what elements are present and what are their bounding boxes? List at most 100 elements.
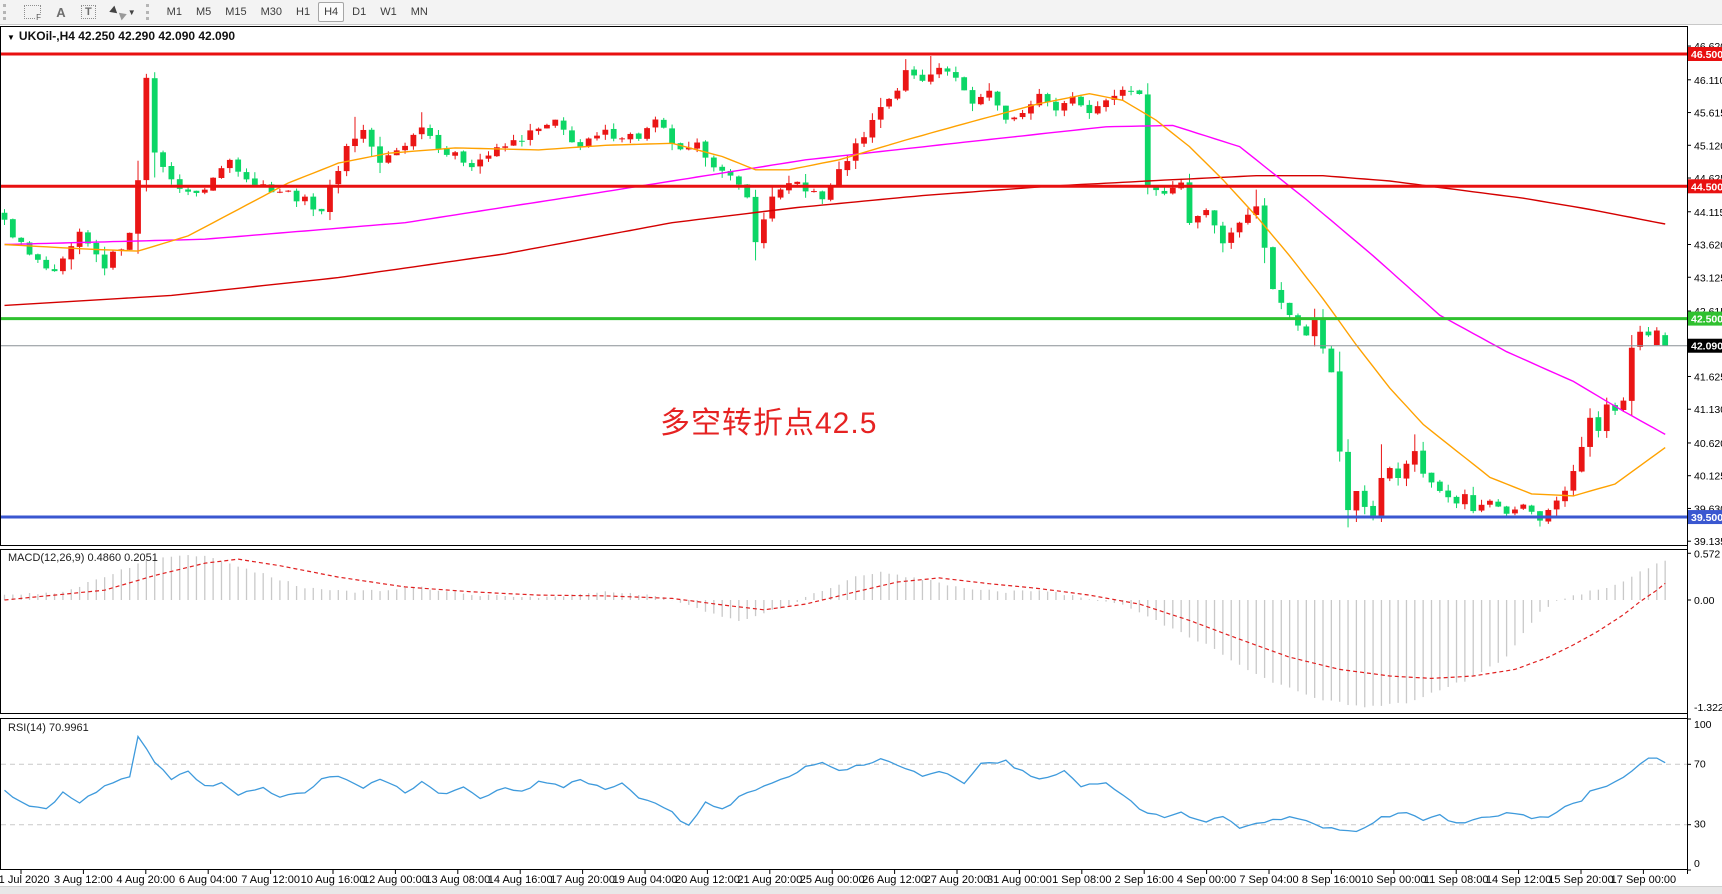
candle-body — [285, 190, 292, 192]
candle-body — [1478, 504, 1485, 511]
candle-body — [702, 141, 709, 158]
chart-title[interactable]: ▼ UKOil-,H4 42.250 42.290 42.090 42.090 — [7, 29, 235, 43]
candle-body — [101, 254, 108, 269]
candle-body — [735, 176, 742, 185]
candle-body — [176, 179, 183, 189]
price-chart[interactable]: 46.62046.11045.61545.12044.62544.11543.6… — [0, 25, 1722, 887]
crosshair-grid-icon[interactable]: F — [18, 2, 47, 22]
timeframe-button-w1[interactable]: W1 — [374, 2, 403, 22]
candle-body — [602, 129, 609, 135]
text-label-tool-icon[interactable]: A — [49, 2, 73, 22]
candle-body — [1136, 90, 1143, 94]
candle-body — [1512, 509, 1518, 514]
candle-body — [1587, 417, 1593, 447]
candle-body — [1386, 468, 1393, 479]
candle-body — [493, 147, 500, 157]
candle-body — [1245, 214, 1251, 223]
candle-body — [1353, 491, 1360, 511]
candle-body — [1453, 496, 1460, 504]
candle-body — [1119, 89, 1126, 96]
candle-body — [1194, 216, 1201, 223]
candle-body — [577, 142, 584, 147]
candle-body — [9, 219, 16, 238]
timeframe-button-m1[interactable]: M1 — [161, 2, 188, 22]
timeframe-button-h1[interactable]: H1 — [290, 2, 316, 22]
candle-body — [335, 170, 342, 185]
price-badge — [1688, 179, 1722, 194]
price-badge — [1688, 510, 1722, 525]
candle-body — [268, 184, 275, 193]
candle-body — [343, 146, 350, 172]
candle-body — [1219, 225, 1226, 244]
candle-body — [1445, 490, 1452, 498]
arrows-tool-icon[interactable]: ▼ — [104, 2, 142, 22]
candle-body — [1011, 117, 1018, 120]
candle-body — [644, 128, 650, 139]
candle-body — [51, 269, 58, 272]
candle-body — [1303, 326, 1310, 336]
candle-body — [752, 196, 759, 243]
candle-body — [1144, 94, 1151, 187]
price-tick-label: 43.125 — [1694, 272, 1722, 284]
price-tick-label: 41.625 — [1694, 371, 1722, 383]
rsi-panel — [0, 718, 1688, 870]
timeframe-button-mn[interactable]: MN — [405, 2, 434, 22]
timeframe-button-d1[interactable]: D1 — [346, 2, 372, 22]
rsi-tick-label: 0 — [1694, 858, 1700, 870]
candle-body — [1053, 101, 1059, 111]
candle-body — [660, 119, 667, 128]
toolbar-drag-handle[interactable] — [145, 4, 154, 20]
candle-body — [226, 159, 233, 169]
candle-body — [18, 237, 25, 242]
candle-body — [1078, 96, 1084, 106]
text-tool-icon[interactable]: T — [75, 2, 102, 22]
candle-body — [1278, 289, 1285, 303]
date-tick-label: 27 Aug 20:00 — [925, 874, 990, 886]
candle-body — [635, 133, 642, 139]
candle-body — [1094, 106, 1101, 114]
date-tick-label: 15 Sep 20:00 — [1548, 874, 1613, 886]
candle-body — [744, 184, 751, 198]
candle-body — [410, 134, 417, 147]
price-tick-label: 44.115 — [1694, 207, 1722, 219]
candle-body — [819, 191, 826, 200]
date-tick-label: 4 Sep 00:00 — [1177, 874, 1236, 886]
candle-body — [994, 91, 1001, 106]
candle-body — [1637, 331, 1644, 347]
candle-body — [569, 130, 575, 143]
candle-body — [201, 189, 208, 193]
candle-body — [1, 212, 8, 220]
price-tick-label: 46.110 — [1694, 75, 1722, 87]
candle-body — [151, 78, 158, 153]
timeframe-button-m30[interactable]: M30 — [255, 2, 288, 22]
candle-body — [760, 219, 767, 244]
candle-body — [527, 130, 534, 140]
date-tick-label: 6 Aug 04:00 — [179, 874, 238, 886]
candle-body — [1311, 318, 1318, 337]
date-tick-label: 1 Sep 08:00 — [1052, 874, 1111, 886]
date-tick-label: 4 Aug 20:00 — [116, 874, 175, 886]
ma-slow-line — [4, 174, 1666, 307]
candle-body — [1420, 450, 1427, 474]
candle-body — [1128, 90, 1134, 92]
candle-body — [85, 232, 91, 244]
price-badge-label: 39.500 — [1691, 512, 1722, 524]
toolbar-drag-handle[interactable] — [3, 4, 11, 20]
price-tick-label: 43.620 — [1694, 240, 1722, 252]
candle-body — [685, 147, 692, 150]
candle-body — [1528, 505, 1535, 512]
candle-body — [168, 166, 175, 180]
candle-body — [352, 138, 358, 147]
candle-body — [1028, 104, 1034, 114]
timeframe-button-m15[interactable]: M15 — [219, 2, 252, 22]
candle-body — [1470, 495, 1477, 512]
candle-body — [1328, 348, 1335, 373]
price-tick-label: 39.135 — [1694, 536, 1722, 548]
candle-body — [460, 151, 467, 163]
price-badge-label: 46.500 — [1691, 49, 1722, 61]
timeframe-button-m5[interactable]: M5 — [190, 2, 217, 22]
timeframe-button-h4[interactable]: H4 — [318, 2, 345, 22]
price-badge-label: 42.090 — [1691, 341, 1722, 353]
candle-body — [502, 146, 509, 148]
